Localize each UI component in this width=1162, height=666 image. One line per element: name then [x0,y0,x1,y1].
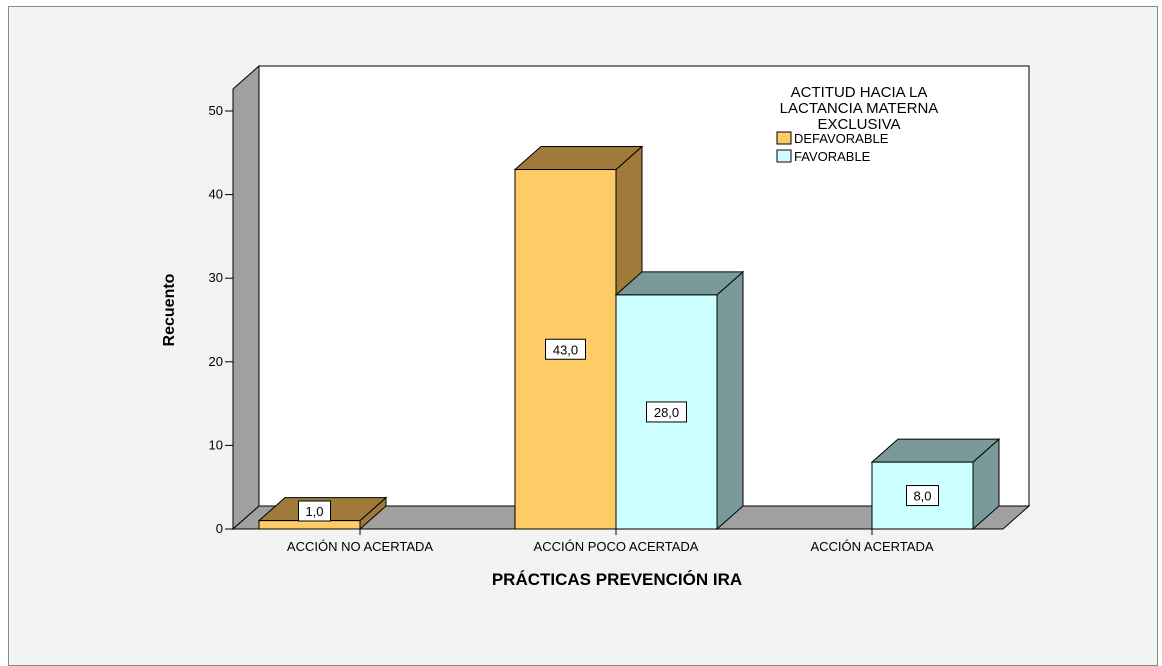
x-axis-title: PRÁCTICAS PREVENCIÓN IRA [492,570,742,589]
y-tick-label: 30 [209,270,223,285]
legend-swatch [776,131,792,145]
bar-side [716,270,744,531]
data-label-box [298,500,331,522]
data-label-box [906,485,939,507]
legend-title: LACTANCIA MATERNA [780,100,939,117]
x-axis: ACCIÓN NO ACERTADA ACCIÓN POCO ACERTADA AC… [287,529,934,554]
x-tick-label: ACCIÓN NO ACERTADA [287,539,433,554]
y-tick-label: 10 [209,437,223,452]
y-tick-label: 0 [216,521,223,536]
y-axis: 0 10 20 30 40 50 [209,103,233,536]
x-tick-label: ACCIÓN POCO ACERTADA [534,539,699,554]
bars: 1,0 43,0 28,0 8,0 [257,145,1001,531]
data-label: 1,0 [305,504,323,519]
bar-chart: 0 10 20 30 40 50 1,0 43,0 28,0 8,0 ACCIÓN NO ACE… [161,64,1031,589]
x-tick-label: ACCIÓN ACERTADA [810,539,933,554]
legend-title: EXCLUSIVA [817,116,900,133]
y-tick-label: 20 [209,354,223,369]
bar-front [258,520,361,530]
side-wall [232,64,260,531]
y-tick-label: 50 [209,103,223,118]
data-label-box [646,401,687,423]
legend-title: ACTITUD HACIA LA [791,84,928,101]
data-label-box [545,338,586,360]
bar: 28,0 [614,270,745,531]
data-label: 8,0 [913,489,931,504]
y-axis-title: Recuento [161,273,178,346]
legend-label: FAVORABLE [794,149,871,164]
legend-label: DEFAVORABLE [794,131,889,146]
bar: 1,0 [257,496,388,531]
y-tick-label: 40 [209,187,223,202]
legend-swatch [776,149,792,163]
data-label: 28,0 [654,405,679,420]
bar: 8,0 [870,438,1001,531]
data-label: 43,0 [553,342,578,357]
